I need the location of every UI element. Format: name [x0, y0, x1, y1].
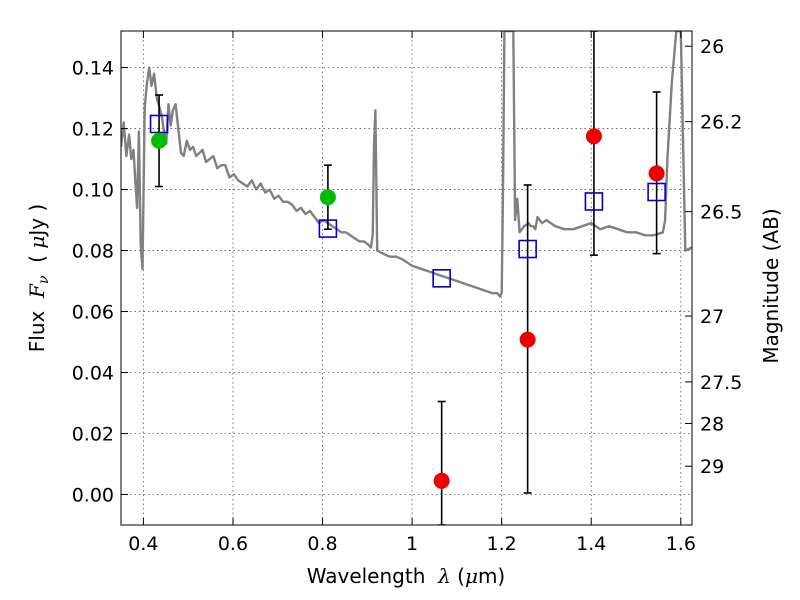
detection-point	[319, 189, 336, 206]
mag-tick-label: 27.5	[700, 372, 742, 394]
tick-layer: 0.4 0.6 0.8 1 1.2 1.4 1.6 0.00 0.02 0.04 0.06 0.08 0…	[72, 31, 742, 555]
x-tick-label: 1.4	[576, 533, 606, 555]
mag-tick-label: 26	[700, 36, 724, 58]
mag-tick-label: 26.5	[700, 202, 742, 224]
mag-tick-label: 27	[700, 306, 724, 328]
synthetic-square-marker	[149, 114, 169, 134]
x-axis-title-prefix: Wavelength	[307, 564, 438, 588]
y-axis-title-symbol: F	[25, 283, 49, 299]
y2-axis-title: Magnitude (AB)	[759, 208, 783, 363]
synthetic-square-marker	[584, 192, 604, 211]
synthetic-square-marker	[647, 182, 666, 202]
y-axis-title-unit-rest: Jy )	[25, 204, 49, 238]
x-tick-label: 0.6	[218, 533, 248, 555]
y-tick-label: 0.02	[72, 424, 114, 446]
x-tick-label: 1.2	[487, 533, 517, 555]
x-axis-title-unit-mu: μ	[465, 564, 478, 588]
y-tick-label: 0.14	[72, 58, 114, 80]
model-sed-line	[121, 31, 692, 298]
x-axis-title-unit-rest: m)	[478, 564, 505, 588]
y-axis-title-unit-mu: μ	[25, 236, 49, 249]
y-tick-label: 0.08	[72, 241, 114, 263]
x-tick-label: 0.4	[128, 533, 158, 555]
x-axis-title: Wavelength λ (μm)	[307, 564, 506, 588]
y-axis-title-prefix: Flux	[25, 298, 49, 352]
x-tick-label: 0.8	[307, 533, 337, 555]
detection-point	[151, 132, 168, 149]
y-tick-label: 0.12	[72, 119, 114, 141]
x-tick-label: 1.6	[666, 533, 696, 555]
x-axis-title-symbol: λ	[437, 564, 451, 588]
mag-tick-label: 28	[700, 413, 724, 435]
grid-layer	[121, 31, 692, 525]
y-axis-title-unit-open: (	[25, 249, 49, 276]
synthetic-square-marker	[432, 269, 451, 288]
y-tick-label: 0.04	[72, 363, 114, 385]
nondetection-point	[433, 472, 450, 489]
nondetection-point	[585, 128, 602, 145]
x-tick-label: 1	[406, 533, 418, 555]
y-axis-title-subscript: ν	[36, 275, 52, 284]
synthetic-square-marker	[518, 239, 537, 259]
y-tick-label: 0.10	[72, 180, 114, 202]
y-tick-label: 0.00	[72, 485, 114, 507]
y-axis-title: Flux Fν ( μJy )	[25, 204, 52, 352]
plot-frame	[120, 30, 693, 526]
mag-tick-label: 29	[700, 456, 724, 478]
mag-tick-label: 26.2	[700, 112, 742, 134]
y-tick-label: 0.06	[72, 302, 114, 324]
x-axis-title-unit-open: (	[451, 564, 465, 588]
nondetection-point	[648, 165, 665, 182]
plot-area	[121, 31, 692, 525]
synthetic-square-marker	[318, 219, 338, 238]
nondetection-point	[519, 331, 536, 348]
